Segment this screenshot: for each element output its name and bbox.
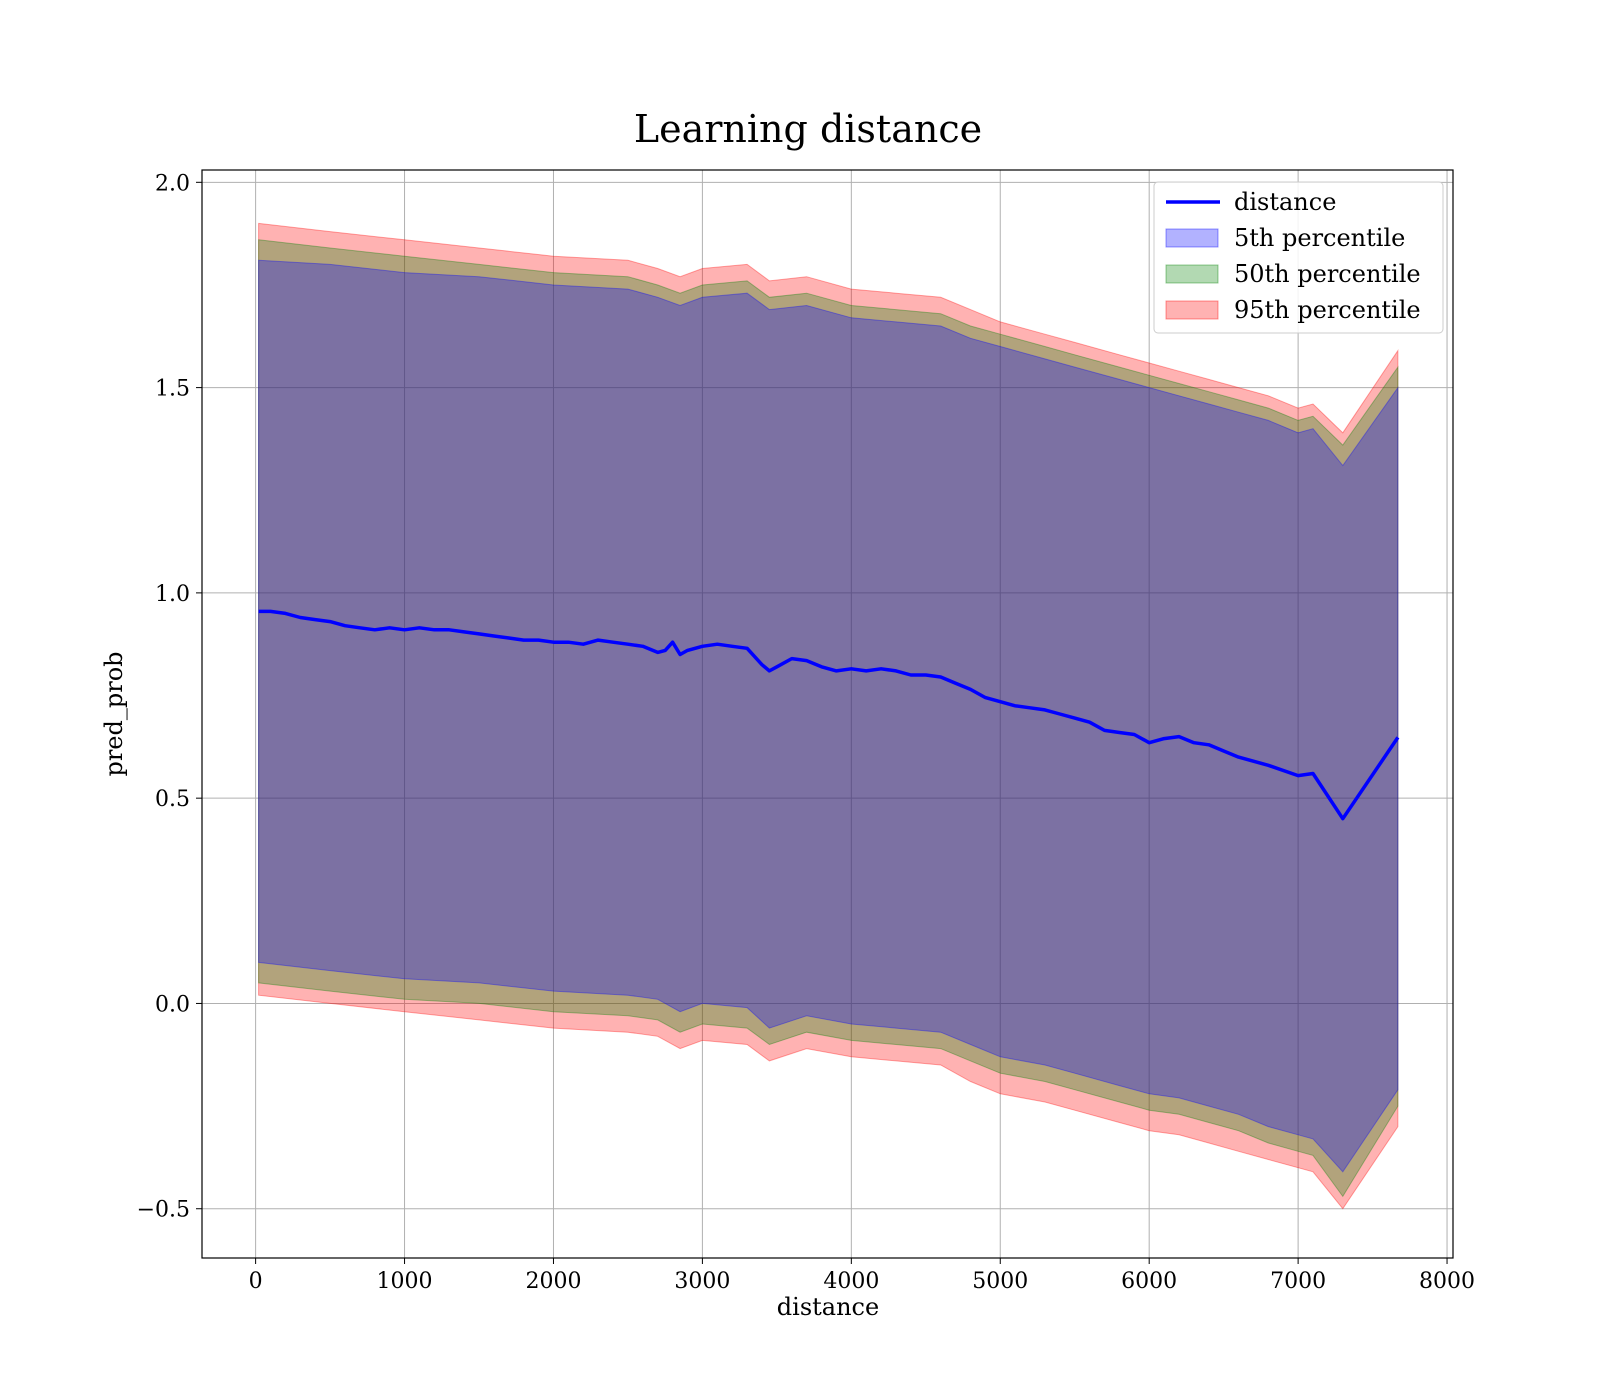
x-tick-label: 6000	[1121, 1269, 1177, 1294]
legend: distance 5th percentile 50th percentile 95t…	[1153, 181, 1444, 334]
x-tick-label: 2000	[525, 1269, 581, 1294]
x-axis-label: distance	[777, 1293, 879, 1321]
plot-frame	[201, 169, 1454, 1259]
x-tick-label: 3000	[674, 1269, 730, 1294]
band-5th-percentile	[258, 259, 1399, 1173]
legend-label: distance	[1234, 188, 1336, 216]
grid	[202, 170, 1453, 1258]
legend-patch-swatch	[1165, 264, 1219, 284]
y-axis-label: pred_prob	[100, 651, 128, 776]
distance-series	[258, 609, 1400, 821]
axis-ticks: 0 1000 2000 3000 4000 5000 6000 7000 8000 −0.5 0.0…	[137, 171, 1475, 1294]
x-tick-label: 7000	[1270, 1269, 1326, 1294]
x-tick-label: 8000	[1419, 1269, 1475, 1294]
y-tick-label: 0.0	[155, 992, 190, 1017]
y-tick-label: 0.5	[155, 787, 190, 812]
x-tick-label: 4000	[823, 1269, 879, 1294]
legend-label: 95th percentile	[1234, 296, 1421, 324]
legend-patch-swatch	[1165, 228, 1219, 248]
distance-line	[258, 609, 1400, 821]
x-tick-label: 0	[249, 1269, 263, 1294]
legend-patch-swatch	[1165, 300, 1219, 320]
legend-label: 5th percentile	[1234, 224, 1405, 252]
band-50th-percentile	[258, 239, 1399, 1198]
y-tick-label: 1.0	[155, 582, 190, 607]
y-tick-label: 1.5	[155, 377, 190, 402]
x-tick-label: 5000	[972, 1269, 1028, 1294]
x-tick-label: 1000	[377, 1269, 433, 1294]
y-tick-label: 2.0	[155, 171, 190, 196]
chart-title: Learning distance	[634, 107, 982, 151]
percentile-bands	[258, 222, 1399, 1210]
legend-box	[1153, 181, 1444, 334]
band-95th-percentile	[258, 222, 1399, 1210]
y-tick-label: −0.5	[137, 1198, 190, 1223]
legend-label: 50th percentile	[1234, 260, 1421, 288]
